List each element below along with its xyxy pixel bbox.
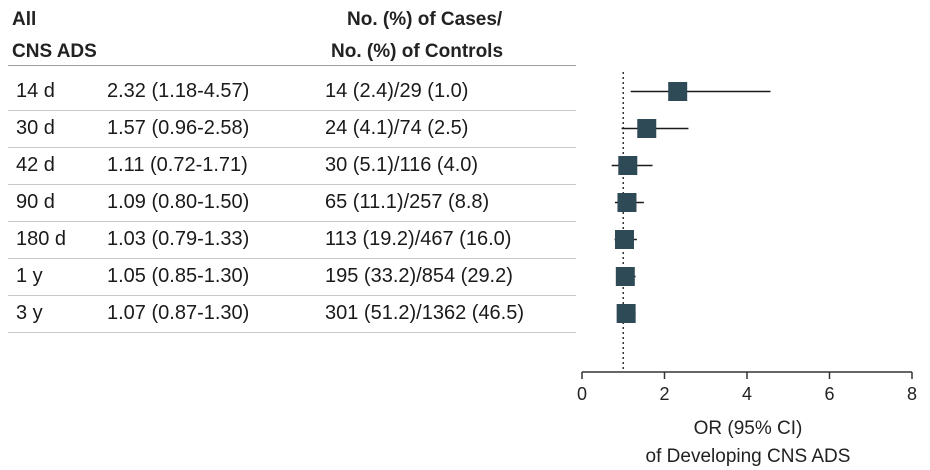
- table-row: 42 d 1.11 (0.72-1.71) 30 (5.1)/116 (4.0): [8, 147, 576, 185]
- table-row: 3 y 1.07 (0.87-1.30) 301 (51.2)/1362 (46.5…: [8, 295, 576, 333]
- or-marker: [615, 267, 635, 286]
- case-control-counts: 30 (5.1)/116 (4.0): [325, 154, 479, 176]
- or-marker: [637, 119, 657, 138]
- x-tick-label: 8: [907, 384, 917, 404]
- or-marker: [617, 193, 637, 212]
- or-marker: [616, 304, 636, 323]
- case-control-counts: 14 (2.4)/29 (1.0): [325, 80, 469, 102]
- table-row: 30 d 1.57 (0.96-2.58) 24 (4.1)/74 (2.5): [8, 110, 576, 148]
- case-control-counts: 301 (51.2)/1362 (46.5): [325, 302, 525, 324]
- odds-ratio-text: 2.32 (1.18-4.57): [107, 80, 250, 102]
- table-row: 1 y 1.05 (0.85-1.30) 195 (33.2)/854 (29.2): [8, 258, 576, 296]
- odds-ratio-text: 1.07 (0.87-1.30): [107, 302, 250, 324]
- time-label: 14 d: [16, 80, 55, 102]
- odds-ratio-text: 1.57 (0.96-2.58): [107, 117, 250, 139]
- or-marker: [618, 156, 638, 175]
- time-label: 3 y: [16, 302, 43, 324]
- header-all: All: [12, 9, 37, 30]
- odds-ratio-text: 1.03 (0.79-1.33): [107, 228, 250, 250]
- x-axis-title: OR (95% CI): [694, 418, 803, 439]
- case-control-counts: 113 (19.2)/467 (16.0): [325, 228, 512, 250]
- or-marker: [668, 82, 688, 101]
- table-row: 14 d 2.32 (1.18-4.57) 14 (2.4)/29 (1.0): [8, 73, 576, 111]
- x-tick-label: 0: [577, 384, 587, 404]
- case-control-counts: 65 (11.1)/257 (8.8): [325, 191, 490, 213]
- header-controls: No. (%) of Controls: [331, 41, 504, 62]
- time-label: 180 d: [16, 228, 67, 250]
- odds-ratio-text: 1.05 (0.85-1.30): [107, 265, 250, 287]
- time-label: 30 d: [16, 117, 55, 139]
- x-tick-label: 6: [824, 384, 834, 404]
- time-label: 42 d: [16, 154, 55, 176]
- x-tick-label: 4: [742, 384, 752, 404]
- table-row: 90 d 1.09 (0.80-1.50) 65 (11.1)/257 (8.8): [8, 184, 576, 222]
- odds-ratio-text: 1.11 (0.72-1.71): [107, 154, 248, 176]
- table-row: 180 d 1.03 (0.79-1.33) 113 (19.2)/467 (16.…: [8, 221, 576, 259]
- header-divider: [8, 65, 576, 66]
- x-tick-label: 2: [659, 384, 669, 404]
- time-label: 90 d: [16, 191, 55, 213]
- odds-ratio-text: 1.09 (0.80-1.50): [107, 191, 250, 213]
- header-cns-ads: CNS ADS: [12, 41, 97, 62]
- header-cases: No. (%) of Cases/: [347, 9, 503, 30]
- case-control-counts: 195 (33.2)/854 (29.2): [325, 265, 513, 287]
- time-label: 1 y: [16, 265, 43, 287]
- or-marker: [614, 230, 634, 249]
- case-control-counts: 24 (4.1)/74 (2.5): [325, 117, 469, 139]
- x-axis-title-line2: of Developing CNS ADS: [646, 446, 851, 467]
